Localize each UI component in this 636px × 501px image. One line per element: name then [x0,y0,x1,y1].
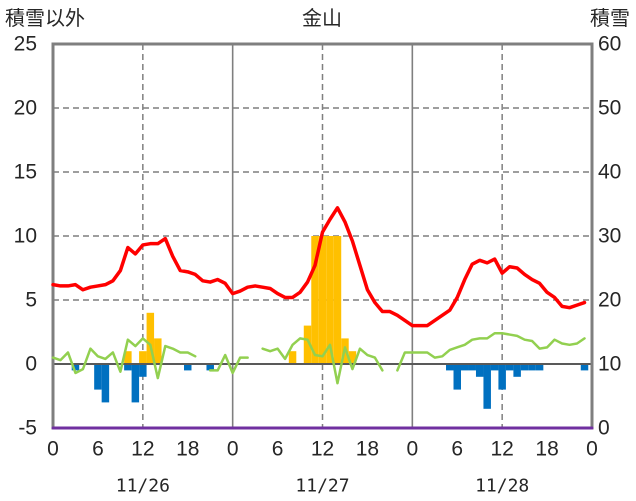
series-2-line [51,337,197,380]
date-label: 11/28 [475,476,529,497]
series-3-bar [326,236,334,364]
series-4-bar [184,364,192,371]
series-4-bar [468,364,476,371]
x-tick-label: 0 [406,438,418,461]
series-4-bar [206,364,214,371]
series-2-line [261,337,384,385]
left-y-tick-label: 5 [25,289,37,312]
right-y-tick-label: 30 [598,225,621,248]
bar-marks [71,236,589,409]
series-4-bar [124,364,132,371]
series-3-bar [348,351,357,364]
x-tick-label: 12 [490,438,513,461]
left-y-tick-label: 0 [25,353,37,376]
series-4-bar [490,364,499,371]
series-3-bar [154,338,162,364]
series-3-bar [146,312,155,364]
right-axis-label: 積雪 [590,6,630,30]
series-3-bar [333,236,342,364]
left-y-tick-label: 10 [14,225,37,248]
x-tick-label: 18 [176,438,199,461]
series-4-bar [475,364,484,377]
series-4-bar [535,364,544,371]
series-3-bar [288,351,297,364]
x-tick-label: 12 [311,438,334,461]
series-4-bar [498,364,506,390]
series-4-bar [520,364,529,371]
series-3-bar [303,325,312,364]
left-y-tick-label: 20 [14,97,37,120]
x-tick-label: 0 [227,438,239,461]
date-label: 11/26 [116,476,170,497]
x-tick-label: 18 [356,438,379,461]
right-y-tick-label: 40 [598,161,621,184]
right-y-tick-label: 50 [598,97,621,120]
series-1-line [51,206,587,328]
right-y-tick-label: 20 [598,289,621,312]
series-4-bar [483,364,491,409]
right-y-tick-label: 0 [598,417,610,440]
series-3-bar [311,236,319,364]
x-tick-label: 18 [535,438,558,461]
date-label: 11/27 [295,476,349,497]
series-4-bar [460,364,469,371]
line-marks [51,206,594,430]
series-2-line [396,332,586,372]
series-4-bar [71,364,80,371]
series-4-bar [505,364,514,371]
series-2-line [208,353,249,375]
series-4-bar [139,364,147,377]
right-y-tick-label: 60 [598,33,621,56]
x-tick-label: 12 [131,438,154,461]
series-4-bar [131,364,140,403]
series-4-bar [101,364,110,403]
series-4-bar [94,364,102,390]
series-3-bar [139,351,147,364]
x-tick-label: 6 [92,438,104,461]
series-4-bar [580,364,589,371]
x-tick-label: 6 [272,438,284,461]
x-tick-label: 0 [47,438,59,461]
series-4-bar [453,364,461,390]
x-tick-label: 0 [586,438,598,461]
series-4-bar [528,364,536,371]
x-tick-label: 6 [451,438,463,461]
left-y-tick-label: 15 [14,161,37,184]
series-4-bar [446,364,454,371]
left-y-tick-label: 25 [14,33,37,56]
right-y-tick-label: 10 [598,353,621,376]
left-y-tick-label: -5 [18,417,37,440]
series-4-bar [513,364,521,377]
series-3-bar [318,236,327,364]
series-3-bar [124,351,132,364]
chart-title: 金山 [302,6,342,30]
left-axis-label: 積雪以外 [5,6,85,30]
